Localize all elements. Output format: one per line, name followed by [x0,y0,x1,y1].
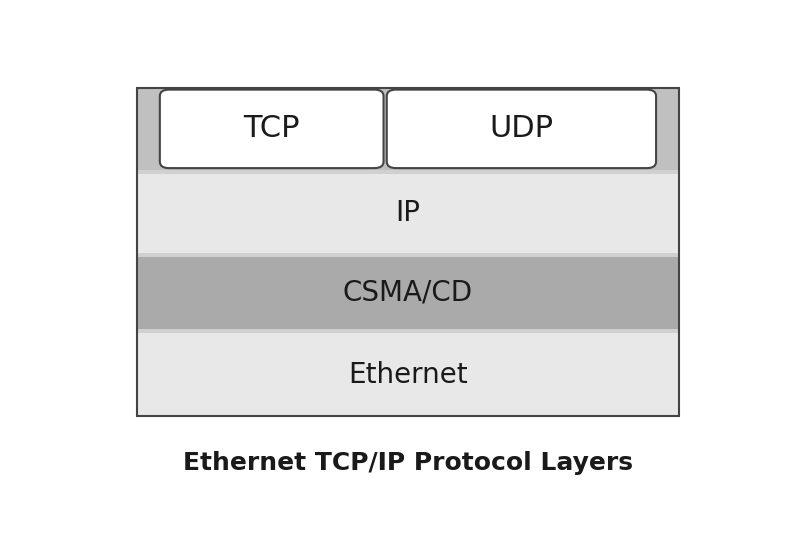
Text: IP: IP [396,199,420,227]
Text: UDP: UDP [490,114,553,143]
FancyBboxPatch shape [160,90,384,168]
Text: CSMA/CD: CSMA/CD [343,279,473,307]
Bar [137,174,679,253]
Bar [137,88,679,170]
Bar [137,88,679,416]
Bar [137,257,679,329]
Bar [137,170,679,174]
Text: TCP: TCP [244,114,300,143]
FancyBboxPatch shape [387,90,656,168]
Text: Ethernet TCP/IP Protocol Layers: Ethernet TCP/IP Protocol Layers [183,451,633,475]
Text: Ethernet: Ethernet [348,361,468,388]
Bar [137,333,679,416]
Bar [137,253,679,257]
Bar [137,329,679,333]
